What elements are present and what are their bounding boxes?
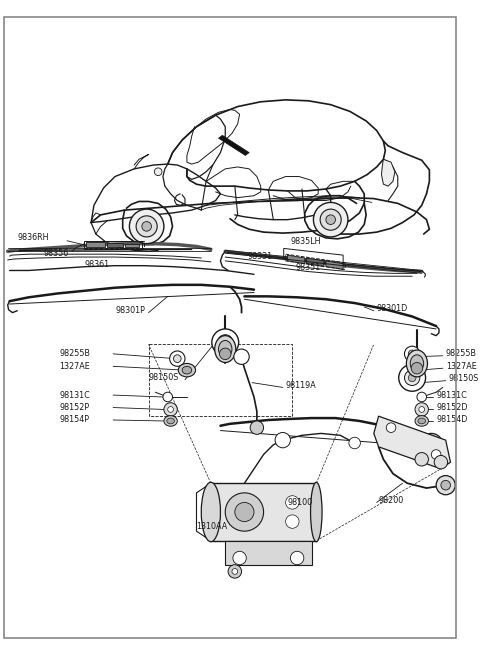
Text: 98150S: 98150S — [449, 374, 479, 383]
Circle shape — [219, 348, 231, 360]
Text: 9835LH: 9835LH — [290, 237, 321, 246]
Circle shape — [232, 569, 238, 574]
Ellipse shape — [407, 350, 428, 377]
Circle shape — [163, 392, 172, 402]
Text: 98351: 98351 — [295, 263, 321, 272]
Text: 98131C: 98131C — [436, 390, 467, 400]
Polygon shape — [211, 483, 316, 541]
Text: 98255B: 98255B — [60, 349, 90, 358]
Circle shape — [173, 355, 181, 362]
Ellipse shape — [418, 418, 426, 424]
Circle shape — [386, 423, 396, 432]
Ellipse shape — [164, 416, 177, 426]
Circle shape — [405, 346, 420, 362]
Circle shape — [349, 438, 360, 449]
Circle shape — [432, 450, 441, 459]
Ellipse shape — [218, 341, 232, 358]
Ellipse shape — [182, 366, 192, 374]
Circle shape — [415, 403, 429, 416]
Text: 98131C: 98131C — [60, 390, 90, 400]
Circle shape — [411, 362, 423, 374]
Polygon shape — [382, 159, 395, 186]
Polygon shape — [125, 244, 139, 248]
Text: 98150S: 98150S — [149, 373, 179, 383]
Ellipse shape — [167, 418, 174, 424]
Text: 98331: 98331 — [247, 252, 273, 261]
Ellipse shape — [311, 482, 322, 542]
Polygon shape — [326, 261, 343, 269]
Circle shape — [399, 364, 426, 391]
Polygon shape — [288, 255, 305, 264]
Ellipse shape — [410, 355, 424, 372]
Polygon shape — [225, 541, 312, 565]
Polygon shape — [307, 258, 324, 267]
Circle shape — [408, 374, 416, 382]
Ellipse shape — [412, 362, 422, 370]
Circle shape — [408, 350, 416, 358]
Circle shape — [420, 434, 443, 457]
Circle shape — [320, 209, 341, 230]
Ellipse shape — [408, 360, 426, 373]
Ellipse shape — [178, 364, 195, 377]
Text: 98255B: 98255B — [446, 349, 477, 358]
Circle shape — [221, 339, 229, 346]
Circle shape — [436, 476, 455, 495]
Circle shape — [441, 480, 451, 490]
Circle shape — [290, 552, 304, 565]
Circle shape — [415, 453, 429, 466]
Circle shape — [217, 335, 233, 350]
Text: 1327AE: 1327AE — [446, 362, 477, 371]
Circle shape — [234, 349, 249, 364]
Text: 98356: 98356 — [43, 249, 68, 257]
Circle shape — [426, 439, 437, 451]
Circle shape — [419, 407, 425, 413]
Circle shape — [212, 329, 239, 356]
Circle shape — [233, 552, 246, 565]
Circle shape — [286, 515, 299, 529]
Circle shape — [228, 565, 241, 578]
Circle shape — [405, 370, 420, 386]
Circle shape — [250, 421, 264, 434]
Text: 1327AE: 1327AE — [60, 362, 90, 371]
Text: 98200: 98200 — [379, 496, 404, 505]
Text: 98100: 98100 — [288, 498, 312, 507]
Text: 1310AA: 1310AA — [196, 522, 228, 531]
Polygon shape — [108, 242, 123, 248]
Circle shape — [235, 502, 254, 521]
Circle shape — [286, 496, 299, 509]
Circle shape — [168, 407, 173, 413]
Circle shape — [326, 215, 336, 225]
Text: 98154P: 98154P — [60, 415, 89, 424]
Ellipse shape — [201, 482, 220, 542]
Polygon shape — [218, 136, 249, 155]
Circle shape — [142, 221, 151, 231]
Text: 98119A: 98119A — [286, 381, 316, 390]
Polygon shape — [86, 242, 106, 248]
Text: 9836RH: 9836RH — [17, 233, 49, 242]
Circle shape — [225, 493, 264, 531]
Text: 98301D: 98301D — [377, 305, 408, 313]
Text: 98301P: 98301P — [115, 307, 145, 315]
Circle shape — [164, 403, 177, 416]
Circle shape — [275, 432, 290, 448]
Text: 98361: 98361 — [84, 260, 109, 269]
Circle shape — [154, 168, 162, 176]
Ellipse shape — [215, 335, 236, 362]
Ellipse shape — [415, 416, 429, 426]
Circle shape — [136, 216, 157, 237]
Circle shape — [434, 455, 448, 469]
Circle shape — [313, 202, 348, 237]
Text: 98154D: 98154D — [436, 415, 468, 424]
Circle shape — [417, 392, 427, 402]
Circle shape — [130, 209, 164, 244]
Polygon shape — [374, 416, 451, 469]
Text: 98152P: 98152P — [60, 403, 90, 412]
Circle shape — [169, 351, 185, 366]
Text: 98152D: 98152D — [436, 403, 468, 412]
